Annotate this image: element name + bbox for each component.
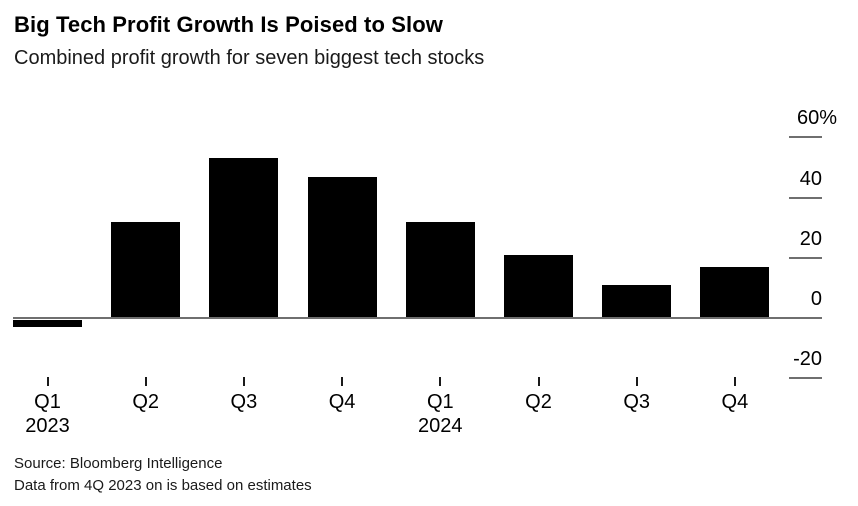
bar-q3-2024: [602, 284, 672, 318]
x-year-label-2024: 2024: [418, 415, 463, 437]
chart-title: Big Tech Profit Growth Is Poised to Slow: [14, 12, 443, 37]
y-tick-label--20: -20: [793, 348, 822, 371]
bar-q4-2023: [307, 176, 377, 318]
x-tick-label-q3-2024: Q3: [623, 391, 651, 413]
bar-q1-2023: [13, 319, 82, 328]
x-tick-label-q3-2023: Q3: [230, 391, 258, 413]
y-tick-dash-40: [789, 196, 822, 199]
x-tick-q1-2024: [439, 377, 442, 386]
bar-q2-2023: [111, 221, 181, 318]
x-tick-label-q4-2024: Q4: [721, 391, 749, 413]
x-tick-label-q2-2023: Q2: [132, 391, 160, 413]
y-tick-label-0: 0: [810, 288, 822, 310]
y-tick-label-20: 20: [799, 227, 822, 250]
x-tick-q2-2023: [144, 377, 147, 386]
y-tick-dash--20: [789, 377, 822, 380]
zero-axis-line: [13, 317, 822, 319]
x-tick-label-q2-2024: Q2: [525, 391, 552, 413]
bar-q2-2024: [504, 254, 573, 318]
x-tick-q4-2023: [341, 377, 344, 386]
x-tick-q1-2023: [46, 377, 49, 386]
chart-footer: Source: Bloomberg Intelligence Data from…: [14, 453, 312, 497]
x-tick-label-q4-2023: Q4: [328, 391, 356, 413]
x-tick-q3-2024: [635, 377, 638, 386]
note-line: Data from 4Q 2023 on is based on estimat…: [14, 477, 312, 494]
x-tick-label-q1-2023: Q1: [34, 391, 61, 413]
y-tick-dash-60: [789, 136, 822, 139]
x-year-label-2023: 2023: [25, 415, 70, 437]
y-tick-label-60: 60%: [796, 107, 837, 130]
y-tick-label-40: 40: [799, 167, 822, 190]
y-tick-dash-20: [789, 256, 822, 259]
x-tick-q3-2023: [242, 377, 245, 386]
chart-subtitle: Combined profit growth for seven biggest…: [14, 47, 485, 69]
bar-q1-2024: [405, 221, 475, 318]
x-tick-label-q1-2024: Q1: [426, 391, 454, 413]
x-tick-q4-2024: [733, 377, 736, 386]
bar-q4-2024: [700, 266, 770, 318]
x-tick-q2-2024: [537, 377, 540, 386]
bar-q3-2023: [209, 158, 279, 318]
source-line: Source: Bloomberg Intelligence: [14, 455, 223, 472]
